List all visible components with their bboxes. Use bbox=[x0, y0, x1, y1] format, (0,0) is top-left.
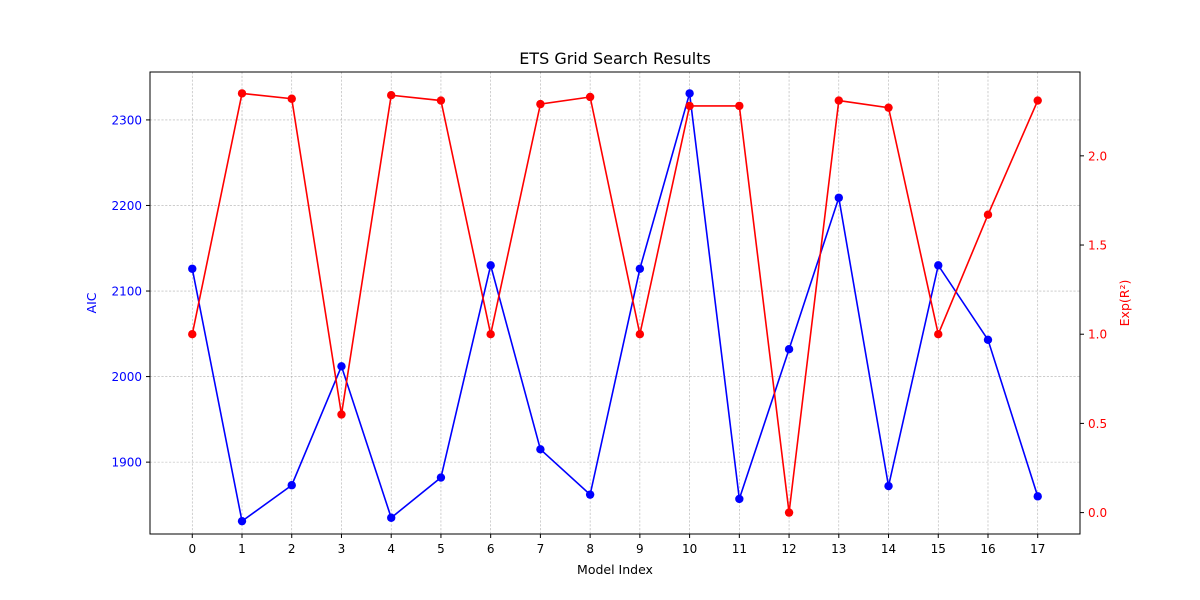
data-point-left bbox=[834, 193, 843, 202]
x-tick-label: 11 bbox=[732, 542, 747, 556]
data-point-left bbox=[934, 261, 943, 270]
x-tick-label: 6 bbox=[487, 542, 495, 556]
data-point-right bbox=[735, 101, 744, 111]
x-tick-label: 2 bbox=[288, 542, 296, 556]
data-point-left bbox=[635, 264, 645, 273]
y-left-tick-label: 1900 bbox=[111, 456, 142, 470]
y-right-tick-label: 0.5 bbox=[1088, 417, 1107, 431]
data-point-left bbox=[585, 490, 595, 499]
data-point-left bbox=[685, 89, 694, 98]
data-point-right bbox=[337, 410, 346, 419]
x-tick-label: 8 bbox=[586, 542, 594, 556]
x-axis: 0 1 2 3 4 5 6 7 8 9 10 11 12 13 14 15 16 17 bbox=[188, 534, 1045, 556]
data-point-left bbox=[237, 516, 247, 526]
data-point-left bbox=[387, 513, 396, 522]
y-axis-right: 0.0 0.5 1.0 1.5 2.0 bbox=[1080, 149, 1107, 520]
data-point-right bbox=[188, 330, 197, 339]
y-left-tick-label: 2200 bbox=[111, 199, 142, 213]
data-point-left bbox=[735, 494, 744, 504]
x-tick-label: 4 bbox=[387, 542, 395, 556]
grid bbox=[150, 72, 1080, 534]
x-tick-label: 14 bbox=[881, 542, 896, 556]
data-point-right bbox=[983, 210, 993, 219]
data-point-left bbox=[337, 362, 346, 371]
data-point-right bbox=[834, 96, 843, 105]
data-point-right bbox=[884, 103, 893, 112]
data-point-right bbox=[784, 508, 794, 517]
x-tick-label: 17 bbox=[1030, 542, 1045, 556]
x-tick-label: 7 bbox=[537, 542, 545, 556]
x-tick-label: 10 bbox=[682, 542, 697, 556]
y-left-tick-label: 2100 bbox=[111, 285, 142, 299]
series-line-left bbox=[191, 93, 1039, 523]
x-tick-label: 0 bbox=[188, 542, 196, 556]
data-point-right bbox=[635, 330, 645, 339]
data-point-left bbox=[436, 473, 446, 482]
x-tick-label: 1 bbox=[238, 542, 246, 556]
data-point-right bbox=[287, 94, 296, 103]
y-right-tick-label: 1.0 bbox=[1088, 328, 1107, 342]
data-point-left bbox=[884, 481, 893, 491]
data-point-right bbox=[486, 330, 495, 339]
data-point-left bbox=[188, 264, 197, 273]
data-point-left bbox=[983, 335, 993, 344]
data-point-right bbox=[934, 330, 943, 339]
x-tick-label: 3 bbox=[338, 542, 346, 556]
y-right-tick-label: 2.0 bbox=[1088, 149, 1107, 163]
x-tick-label: 15 bbox=[931, 542, 946, 556]
y-axis-left-label: AIC bbox=[84, 292, 99, 313]
data-point-right bbox=[237, 89, 247, 98]
x-tick-label: 5 bbox=[437, 542, 445, 556]
x-tick-label: 16 bbox=[980, 542, 995, 556]
y-left-tick-label: 2300 bbox=[111, 113, 142, 127]
data-point-right bbox=[387, 90, 396, 100]
data-point-right bbox=[436, 96, 446, 105]
y-left-tick-label: 2000 bbox=[111, 370, 142, 384]
y-right-tick-label: 0.0 bbox=[1088, 506, 1107, 520]
series-layer bbox=[188, 89, 1042, 526]
y-right-tick-label: 1.5 bbox=[1088, 239, 1107, 253]
x-tick-label: 9 bbox=[636, 542, 644, 556]
data-point-right bbox=[536, 99, 545, 109]
x-tick-label: 12 bbox=[781, 542, 796, 556]
y-axis-left: 1900 2000 2100 2200 2300 bbox=[111, 113, 150, 470]
plot-frame bbox=[149, 71, 1081, 535]
data-point-left bbox=[1033, 492, 1042, 501]
data-point-right bbox=[585, 92, 595, 102]
data-point-right bbox=[685, 101, 694, 111]
data-point-left bbox=[536, 445, 545, 454]
data-point-left bbox=[287, 481, 296, 490]
x-axis-label: Model Index bbox=[577, 562, 653, 577]
data-point-right bbox=[1033, 96, 1042, 105]
series-line-right bbox=[191, 92, 1039, 513]
x-tick-label: 13 bbox=[831, 542, 846, 556]
data-point-left bbox=[486, 261, 495, 270]
y-axis-right-label: Exp(R²) bbox=[1117, 280, 1132, 327]
data-point-left bbox=[784, 345, 794, 354]
chart-title: ETS Grid Search Results bbox=[519, 49, 711, 68]
